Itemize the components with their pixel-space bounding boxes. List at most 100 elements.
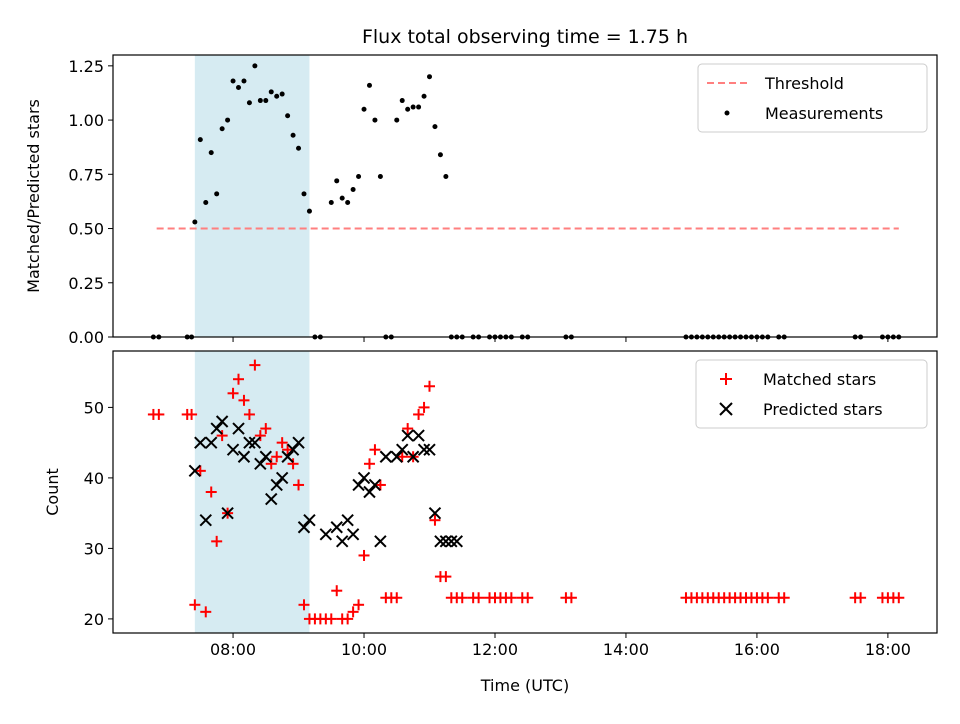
bottom-plot-frame — [112, 350, 938, 634]
predicted-star-point — [188, 464, 202, 478]
y-tick-label: 0.75 — [68, 165, 104, 184]
x-tick-label: 16:00 — [734, 640, 780, 659]
matched-star-point — [271, 451, 283, 463]
predicted-star-point — [199, 513, 212, 527]
y-tick-label: 50 — [84, 398, 104, 417]
matched-star-point — [762, 592, 774, 604]
matched-star-point — [424, 380, 436, 392]
y-tick-label: 30 — [84, 539, 104, 558]
predicted-star-point — [346, 528, 360, 541]
top-chart-title: Flux total observing time = 1.75 h — [362, 26, 688, 48]
top-plot-frame — [112, 54, 938, 338]
measurement-point — [290, 132, 296, 138]
matched-star-point — [331, 585, 343, 597]
matched-star-point — [200, 606, 212, 618]
matched-star-point — [189, 599, 201, 611]
predicted-star-point — [423, 443, 436, 456]
bottom-y-axis-label: Count — [43, 468, 62, 516]
predicted-star-point — [281, 450, 294, 463]
predicted-star-point — [243, 436, 256, 449]
measurement-point — [427, 74, 433, 80]
matched-star-point — [374, 479, 386, 491]
predicted-star-point — [401, 429, 414, 442]
measurement-point — [192, 219, 198, 225]
y-tick-label: 0.00 — [68, 328, 104, 347]
x-tick-label: 10:00 — [341, 640, 387, 659]
predicted-star-point — [428, 506, 442, 520]
matched-star-point — [413, 408, 425, 420]
predicted-star-point — [445, 535, 458, 548]
matched-star-point — [391, 592, 403, 604]
measurement-point — [399, 98, 405, 104]
measurement-point — [197, 137, 203, 143]
predicted-star-point — [379, 450, 393, 463]
predicted-star-point — [237, 450, 251, 463]
matched-star-point — [254, 430, 266, 442]
measurement-point — [246, 100, 252, 106]
matched-star-point — [282, 444, 294, 456]
matched-star-point — [287, 458, 299, 470]
predicted-star-point — [275, 471, 289, 485]
predicted-star-point — [205, 436, 218, 449]
predicted-star-point — [406, 450, 420, 463]
matched-star-point — [347, 606, 359, 618]
matched-star-point — [778, 592, 790, 604]
predicted-star-point — [396, 443, 409, 456]
measurement-point — [306, 208, 312, 214]
measurement-point — [225, 117, 231, 123]
measurement-point — [356, 173, 362, 179]
predicted-legend-label: Predicted stars — [763, 400, 883, 419]
measurement-point — [410, 104, 416, 110]
measurement-point — [377, 173, 383, 179]
matched-star-point — [260, 423, 272, 435]
y-tick-label: 0.25 — [68, 274, 104, 293]
measurement-point — [257, 98, 263, 104]
predicted-star-point — [303, 513, 316, 527]
top-y-axis-label: Matched/Predicted stars — [24, 99, 43, 293]
y-tick-label: 1.25 — [68, 57, 104, 76]
y-tick-label: 0.50 — [68, 220, 104, 239]
top-shaded-region — [194, 55, 310, 337]
matched-star-point — [522, 592, 534, 604]
measurement-point — [241, 78, 247, 84]
top-panel: Flux total observing time = 1.75 h 0.00 0… — [24, 26, 938, 347]
measurement-point — [432, 124, 438, 130]
matched-star-point — [402, 423, 414, 435]
predicted-star-point — [363, 485, 376, 499]
measurement-point — [252, 63, 258, 69]
measurement-point — [366, 82, 372, 88]
predicted-star-point — [292, 436, 305, 449]
measurement-point — [345, 200, 351, 206]
predicted-star-point — [248, 436, 262, 449]
x-tick-label: 14:00 — [603, 640, 649, 659]
matched-star-point — [855, 592, 867, 604]
measurement-point — [421, 93, 427, 99]
bottom-x-axis-label: Time (UTC) — [480, 676, 569, 695]
measurement-point — [285, 113, 291, 119]
predicted-star-point — [215, 415, 229, 428]
matched-star-point — [211, 535, 223, 547]
matched-star-point — [238, 394, 250, 406]
measurement-point — [214, 191, 220, 197]
measurement-point — [279, 91, 285, 97]
x-tick-label: 08:00 — [210, 640, 256, 659]
measurements-legend-swatch — [724, 110, 730, 116]
y-tick-label: 20 — [84, 610, 104, 629]
measurement-point — [443, 173, 449, 179]
measurement-point — [301, 191, 307, 197]
matched-star-point — [893, 592, 905, 604]
matched-star-point — [194, 465, 206, 477]
predicted-star-point — [286, 443, 300, 456]
predicted-star-point — [265, 492, 278, 506]
predicted-star-point — [254, 457, 267, 471]
matched-legend-swatch — [720, 373, 732, 385]
matched-star-point — [153, 408, 165, 420]
measurement-point — [203, 200, 209, 206]
predicted-star-point — [270, 478, 283, 492]
predicted-star-point — [412, 429, 425, 442]
predicted-star-point — [357, 471, 371, 485]
top-legend: Threshold Measurements — [697, 63, 928, 133]
predicted-star-point — [417, 443, 431, 456]
predicted-star-point — [335, 535, 349, 548]
matched-star-point — [293, 479, 305, 491]
